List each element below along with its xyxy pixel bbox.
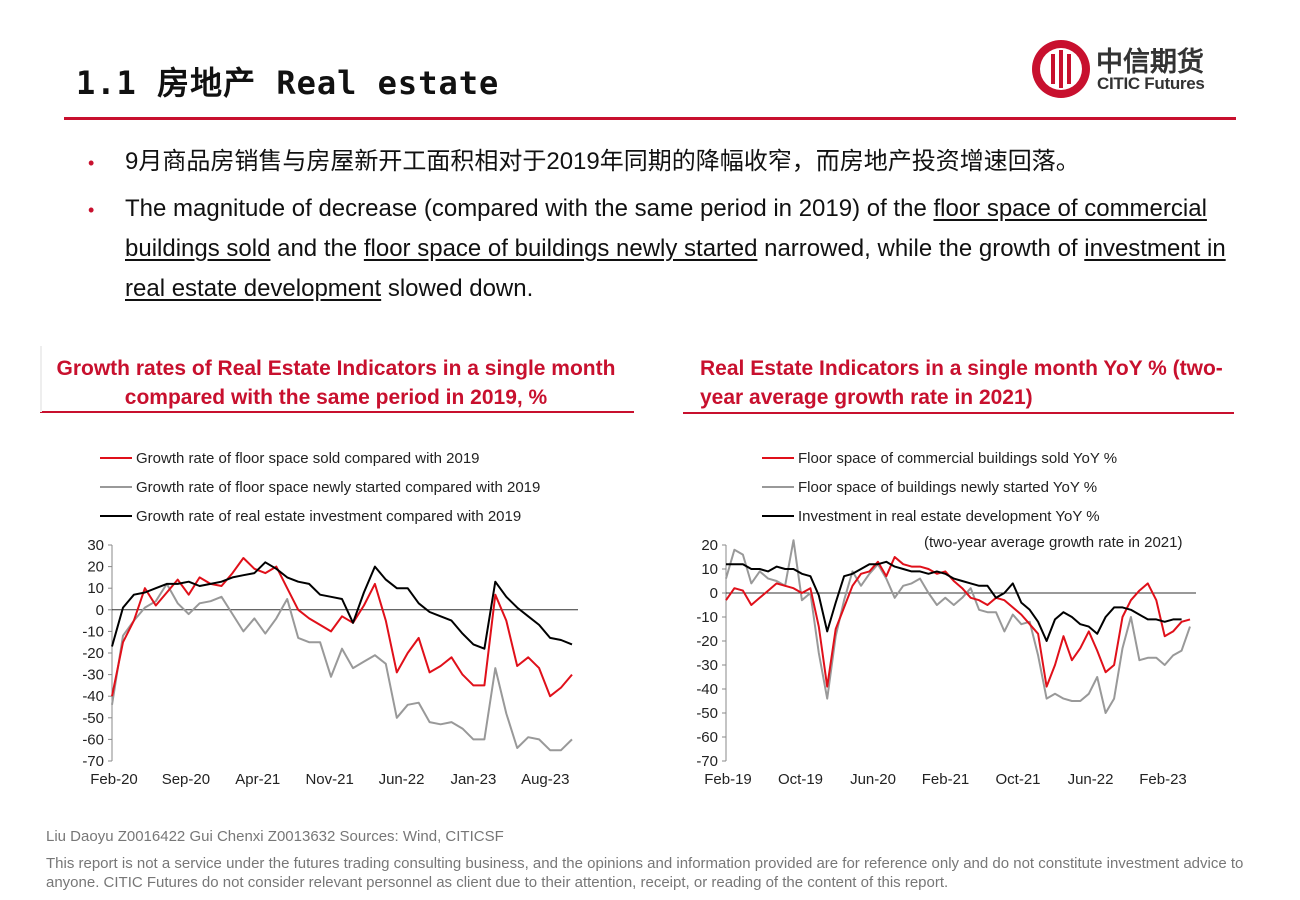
chart-2-title-rule (683, 412, 1234, 414)
title-divider (64, 117, 1236, 120)
x-tick-label: Feb-19 (704, 771, 752, 788)
bullet-en-text-2: and the (270, 235, 364, 262)
y-tick-label: -70 (696, 753, 718, 770)
legend-label-3: Investment in real estate development Yo… (798, 508, 1100, 525)
x-tick-label: Jun-22 (379, 771, 425, 788)
series-line-2 (111, 582, 573, 752)
link-floor-space-started: floor space of buildings newly started (363, 235, 758, 262)
legend-label-1: Floor space of commercial buildings sold… (798, 450, 1117, 467)
series-line-3 (111, 561, 573, 650)
legend-label-2: Growth rate of floor space newly started… (136, 479, 540, 496)
y-tick-label: -60 (696, 729, 718, 746)
chart-2-plot: Floor space of commercial buildings sold… (696, 450, 1196, 788)
x-tick-label: Nov-21 (305, 771, 353, 788)
footer-disclaimer: This report is not a service under the f… (46, 855, 1244, 891)
y-tick-label: -30 (696, 657, 718, 674)
bullet-en-text-1: The magnitude of decrease (compared with… (125, 195, 934, 222)
series-line-3 (726, 560, 1182, 642)
legend-label-1: Growth rate of floor space sold compared… (136, 450, 480, 467)
y-tick-label: -40 (82, 688, 104, 705)
x-tick-label: Jun-20 (850, 771, 896, 788)
y-tick-label: -30 (82, 667, 104, 684)
x-tick-label: Oct-19 (778, 771, 823, 788)
bullet-marker: • (88, 200, 95, 220)
bullet-en-text-4: slowed down. (381, 275, 534, 302)
y-tick-label: -70 (82, 753, 104, 770)
bullet-en: The magnitude of decrease (compared with… (125, 189, 1235, 309)
x-tick-label: Apr-21 (235, 771, 280, 788)
y-tick-label: -20 (82, 645, 104, 662)
footer-authors: Liu Daoyu Z0016422 Gui Chenxi Z0013632 S… (46, 828, 504, 845)
link-investment: investment in real estate development (125, 235, 1226, 302)
y-tick-label: 30 (87, 537, 104, 554)
y-tick-label: 20 (701, 537, 718, 554)
x-tick-label: Oct-21 (995, 771, 1040, 788)
citic-logo-icon (1032, 40, 1090, 98)
y-tick-label: 0 (710, 585, 718, 602)
series-line-2 (725, 539, 1191, 714)
y-tick-label: 20 (87, 559, 104, 576)
chart-1-title-rule (40, 411, 634, 413)
y-tick-label: -10 (82, 623, 104, 640)
bullet-en-text-3: narrowed, while the growth of (757, 235, 1085, 262)
bullet-cn: 9月商品房销售与房屋新开工面积相对于2019年同期的降幅收窄，而房地产投资增速回… (125, 148, 1080, 175)
legend-label-3: Growth rate of real estate investment co… (136, 508, 521, 525)
series-line-1 (725, 556, 1191, 688)
x-tick-label: Aug-23 (521, 771, 569, 788)
chart-2-title: Real Estate Indicators in a single month… (700, 357, 1223, 409)
series-line-1 (111, 557, 573, 698)
y-tick-label: -60 (82, 731, 104, 748)
y-tick-label: -50 (82, 710, 104, 727)
y-tick-label: 0 (96, 602, 104, 619)
y-tick-label: -50 (696, 705, 718, 722)
logo-text-cn: 中信期货 (1096, 47, 1204, 78)
y-tick-label: 10 (87, 580, 104, 597)
x-tick-label: Jan-23 (450, 771, 496, 788)
chart-1-title-edge (40, 346, 42, 412)
logo-text-en: CITIC Futures (1097, 74, 1205, 93)
x-tick-label: Sep-20 (162, 771, 210, 788)
legend-label-2: Floor space of buildings newly started Y… (798, 479, 1097, 496)
x-tick-label: Feb-23 (1139, 771, 1187, 788)
x-tick-label: Jun-22 (1068, 771, 1114, 788)
link-floor-space-sold: floor space of commercial buildings sold (125, 195, 1207, 262)
y-tick-label: -10 (696, 609, 718, 626)
chart-1-title: Growth rates of Real Estate Indicators i… (56, 357, 616, 409)
bullet-marker: • (88, 153, 95, 173)
y-tick-label: 10 (701, 561, 718, 578)
chart-1-plot: Growth rate of floor space sold compared… (82, 450, 578, 788)
chart-annotation: (two-year average growth rate in 2021) (924, 534, 1182, 551)
x-tick-label: Feb-20 (90, 771, 138, 788)
x-tick-label: Feb-21 (922, 771, 970, 788)
y-tick-label: -20 (696, 633, 718, 650)
y-tick-label: -40 (696, 681, 718, 698)
page-title: 1.1 房地产 Real estate (76, 64, 500, 102)
